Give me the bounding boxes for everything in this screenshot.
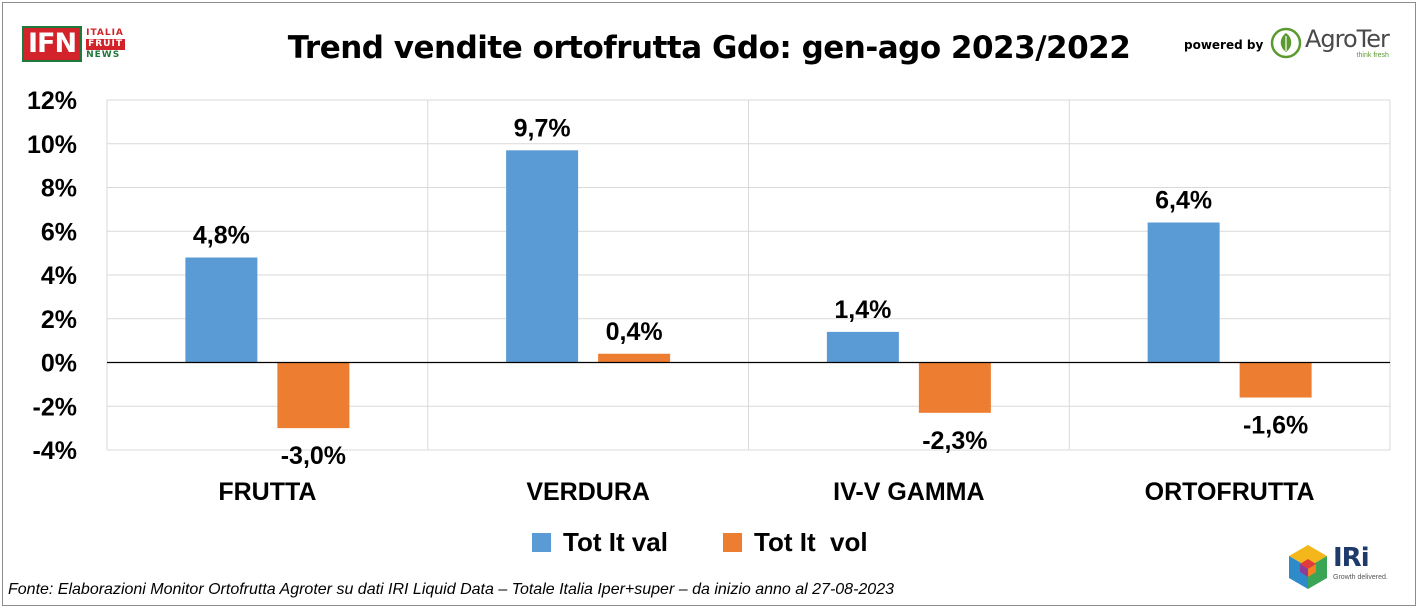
ifn-logo-line2: FRUIT [86,38,125,50]
legend-label-val: Tot It val [563,527,668,557]
bar-vol [1239,362,1312,398]
x-tick-label: VERDURA [526,478,650,506]
ifn-logo: IFN ITALIA FRUIT NEWS [22,26,125,62]
y-tick-label: 4% [41,262,77,290]
ifn-logo-line1: ITALIA [86,27,124,38]
data-label: 4,8% [193,222,250,250]
y-tick-label: 12% [27,87,77,115]
y-tick-label: -4% [33,437,77,465]
y-tick-label: 10% [27,131,77,159]
y-tick-label: 6% [41,218,77,246]
bar-val [185,257,258,363]
ifn-logo-line3: NEWS [86,49,121,60]
y-axis: 12% 10% 8% 6% 4% 2% 0% -2% -4% [27,87,77,465]
x-tick-label: IV-V GAMMA [833,478,984,506]
legend-item-vol: Tot It vol [723,527,868,558]
iri-tagline: Growth delivered. [1333,574,1388,581]
source-footnote: Fonte: Elaborazioni Monitor Ortofrutta A… [8,581,894,598]
chart-title: Trend vendite ortofrutta Gdo: gen-ago 20… [287,30,1131,66]
bar-val [1147,222,1220,363]
data-label: -2,3% [922,427,987,455]
data-label: 1,4% [834,296,891,324]
data-label: -1,6% [1243,412,1308,440]
data-label: 0,4% [606,318,663,346]
y-tick-label: 0% [41,350,77,378]
bar-vol [598,353,671,363]
agroter-logo: AgroTer think fresh [1270,25,1390,60]
x-tick-label: ORTOFRUTTA [1145,478,1315,506]
y-tick-label: 8% [41,175,77,203]
chart-bars: 4,8% -3,0% 9,7% 0,4% 1,4% -2,3% 6,4% -1,6% [185,114,1312,470]
bar-vol [277,362,350,429]
iri-cube-icon [1289,545,1327,589]
powered-by-text: powered by [1184,38,1264,52]
bar-val [506,150,579,363]
legend-swatch-vol [723,533,742,552]
legend-item-val: Tot It val [532,527,668,558]
agroter-tagline: think fresh [1356,52,1389,59]
iri-logo-text: IRi [1333,543,1370,573]
ifn-logo-mark: IFN [22,26,83,62]
agroter-logo-text: AgroTer [1305,25,1390,53]
y-tick-label: -2% [33,393,77,421]
iri-logo: IRi Growth delivered. [1286,543,1388,591]
legend-swatch-val [532,533,551,552]
bar-vol [918,362,991,413]
x-tick-label: FRUTTA [218,478,316,506]
y-tick-label: 2% [41,306,77,334]
x-axis: FRUTTA VERDURA IV-V GAMMA ORTOFRUTTA [107,361,1390,506]
ifn-logo-text: IFN [28,28,77,59]
ifn-logo-subtitle: ITALIA FRUIT NEWS [86,28,125,61]
data-label: 9,7% [514,114,571,142]
data-label: 6,4% [1155,187,1212,215]
legend-label-vol: Tot It vol [754,527,868,557]
data-label: -3,0% [281,442,346,470]
bar-val [826,331,899,363]
agroter-leaf-icon [1270,27,1302,59]
